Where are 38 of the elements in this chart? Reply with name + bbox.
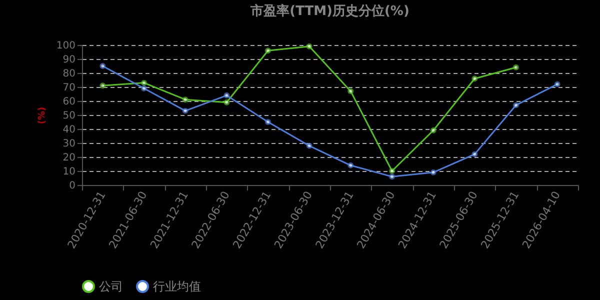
y-tick-label: 100 [56, 40, 76, 52]
point [224, 99, 230, 106]
point [430, 169, 436, 176]
point [224, 92, 230, 98]
point [265, 48, 271, 54]
point [100, 63, 106, 69]
legend-label: 公司 [99, 280, 123, 294]
y-tick-label: 0 [69, 180, 76, 192]
point [513, 64, 519, 70]
y-tick-label: 70 [62, 82, 76, 94]
y-tick-label: 80 [62, 68, 76, 80]
legend-label: 行业均值 [153, 280, 201, 294]
point [100, 82, 106, 89]
point [389, 174, 395, 180]
chart-title: 市盈率(TTM)历史分位(%) [250, 3, 410, 19]
point [472, 151, 478, 158]
y-axis-title: (%) [37, 106, 48, 124]
point [182, 96, 188, 103]
point [306, 142, 312, 149]
point [389, 168, 395, 174]
point [430, 127, 436, 134]
point [554, 81, 560, 88]
y-tick-label: 20 [62, 152, 76, 164]
point [141, 85, 147, 92]
point [348, 162, 354, 168]
y-tick-label: 50 [62, 110, 76, 122]
y-tick-label: 90 [62, 54, 76, 66]
y-tick-label: 40 [62, 124, 76, 136]
y-tick-label: 30 [62, 138, 76, 150]
y-tick-label: 60 [62, 96, 76, 108]
point [348, 88, 354, 94]
point [306, 43, 312, 50]
point [472, 76, 478, 82]
point [182, 108, 188, 114]
y-tick-label: 10 [62, 166, 76, 178]
point [265, 119, 271, 125]
point [513, 102, 519, 108]
point [141, 80, 147, 86]
